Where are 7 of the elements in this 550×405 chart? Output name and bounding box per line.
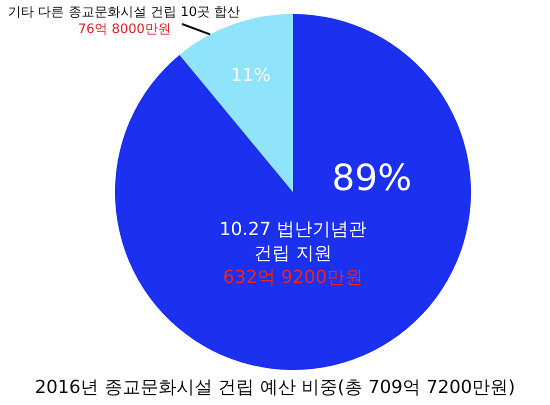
text: 2016년 종교문화시설 건립 예산 비중(총 709억 7200만원) (34, 377, 516, 398)
text: 632억 9200만원 (223, 267, 363, 288)
data-label: 89% (332, 158, 412, 200)
slice-label: 10.27 법난기념관 건립 지원 (219, 219, 367, 264)
text: 76억 8000만원 (78, 22, 171, 37)
slice-label: 기타 다른 종교문화시설 건립 10곳 합산 (8, 5, 240, 20)
data-label: 11% (230, 64, 271, 86)
